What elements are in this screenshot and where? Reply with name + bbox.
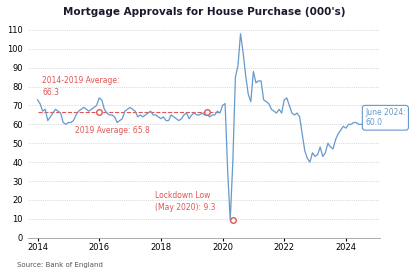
Text: Lockdown Low
(May 2020): 9.3: Lockdown Low (May 2020): 9.3 <box>154 191 215 212</box>
Text: 2019 Average: 65.8: 2019 Average: 65.8 <box>74 126 149 134</box>
Text: 2014-2019 Average:
66.3: 2014-2019 Average: 66.3 <box>42 76 119 97</box>
Text: June 2024:
60.0: June 2024: 60.0 <box>361 108 405 127</box>
Title: Mortgage Approvals for House Purchase (000's): Mortgage Approvals for House Purchase (0… <box>63 7 344 17</box>
Text: Source: Bank of England: Source: Bank of England <box>17 262 102 268</box>
